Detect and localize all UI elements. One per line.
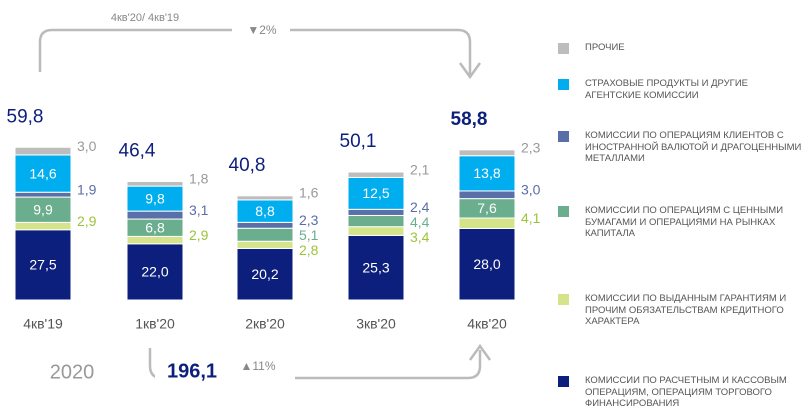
value-label: 25,3 — [362, 259, 389, 275]
value-label: 3,4 — [410, 229, 430, 245]
x-tick-label: 4кв'19 — [23, 316, 63, 332]
legend-swatch — [558, 206, 569, 217]
bar-segment — [458, 155, 516, 192]
year-arrow — [148, 348, 482, 380]
x-tick-label: 3кв'20 — [356, 316, 396, 332]
value-label: 2,9 — [77, 213, 97, 229]
value-label: 4,1 — [521, 210, 541, 226]
total-label: 58,8 — [451, 109, 488, 130]
label-bg — [75, 10, 215, 26]
label-bg — [155, 358, 295, 386]
value-label: 20,2 — [251, 266, 278, 282]
value-label: 3,1 — [189, 202, 209, 218]
yoy-change: ▼2% — [247, 23, 277, 37]
bar-segment — [126, 185, 184, 212]
total-label: 46,4 — [119, 141, 156, 162]
bar-segment — [126, 181, 184, 187]
legend-swatch — [558, 131, 569, 142]
bar-segment — [236, 221, 294, 229]
total-label: 59,8 — [7, 106, 44, 127]
legend-swatch — [558, 376, 569, 387]
value-label: 28,0 — [473, 256, 500, 272]
value-label: 14,6 — [29, 165, 56, 181]
value-label: 4,4 — [410, 214, 430, 230]
legend-entry: КОМИССИИ ПО ОПЕРАЦИЯМ С ЦЕННЫМИ БУМАГАМИ… — [585, 205, 784, 239]
x-tick-label: 1кв'20 — [135, 316, 175, 332]
total-label: 40,8 — [229, 155, 266, 176]
legend-entry: СТРАХОВЫЕ ПРОДУКТЫ И ДРУГИЕ АГЕНТСКИЕ КО… — [585, 78, 748, 101]
bar-segment — [458, 227, 516, 301]
bar-segment — [236, 227, 294, 242]
legend-entry: КОМИССИИ ПО РАСЧЕТНЫМ И КАССОВЫМ ОПЕРАЦИ… — [585, 375, 787, 409]
legend-entry: КОМИССИИ ПО ВЫДАННЫМ ГАРАНТИЯМ И ПРОЧИМ … — [585, 293, 787, 327]
value-label: 13,8 — [473, 165, 500, 181]
bar-segment — [236, 247, 294, 301]
legend-entry: КОМИССИИ ПО ОПЕРАЦИЯМ КЛИЕНТОВ С ИНОСТРА… — [585, 130, 802, 164]
year-label: 2020 — [50, 361, 95, 383]
bar-segment — [14, 191, 72, 198]
value-label: 5,1 — [299, 227, 319, 243]
bar-segment — [458, 217, 516, 229]
bar-segment — [236, 240, 294, 249]
bar-segment — [126, 243, 184, 301]
value-label: 1,9 — [77, 181, 97, 197]
bar-segment — [347, 214, 405, 228]
value-label: 1,8 — [189, 171, 209, 187]
value-label: 3,0 — [521, 181, 541, 197]
bar-segment — [14, 229, 72, 301]
bar-segment — [347, 234, 405, 301]
bar-segment — [347, 208, 405, 216]
bar-segment — [236, 195, 294, 201]
bar-segment — [126, 210, 184, 220]
bar-segment — [458, 149, 516, 157]
x-tick-label: 4кв'20 — [467, 316, 507, 332]
value-label: 2,3 — [299, 212, 319, 228]
value-label: 27,5 — [29, 257, 56, 273]
value-label: 2,1 — [410, 161, 430, 177]
x-tick-label: 2кв'20 — [245, 316, 285, 332]
value-label: 12,5 — [362, 185, 389, 201]
legend-swatch — [558, 79, 569, 90]
bar-segment — [347, 226, 405, 236]
legend-entry: ПРОЧИЕ — [585, 42, 625, 53]
legend-swatch — [558, 43, 569, 54]
label-bg — [232, 22, 290, 38]
bar-segment — [458, 190, 516, 200]
yoy-label: 4кв'20/ 4кв'19 — [111, 12, 179, 24]
bar-segment — [347, 171, 405, 178]
legend-swatch — [558, 294, 569, 305]
value-label: 3,0 — [77, 138, 97, 154]
value-label: 2,8 — [299, 242, 319, 258]
value-label: 9,8 — [145, 190, 165, 206]
value-label: 9,9 — [33, 201, 53, 217]
value-label: 2,3 — [521, 139, 541, 155]
arrow-head — [458, 62, 482, 80]
arrow-head — [468, 343, 492, 361]
year-change: ▲11% — [240, 359, 275, 373]
bar-segment — [14, 146, 72, 156]
value-label: 6,8 — [145, 219, 165, 235]
value-label: 1,6 — [299, 185, 319, 201]
value-label: 22,0 — [141, 264, 168, 280]
value-label: 7,6 — [477, 200, 497, 216]
year-total: 196,1 — [167, 360, 217, 382]
value-label: 2,9 — [189, 227, 209, 243]
bar-segment — [14, 221, 72, 231]
value-label: 8,8 — [255, 203, 275, 219]
value-label: 2,4 — [410, 199, 430, 215]
bar-segment — [126, 235, 184, 245]
total-label: 50,1 — [340, 131, 377, 152]
